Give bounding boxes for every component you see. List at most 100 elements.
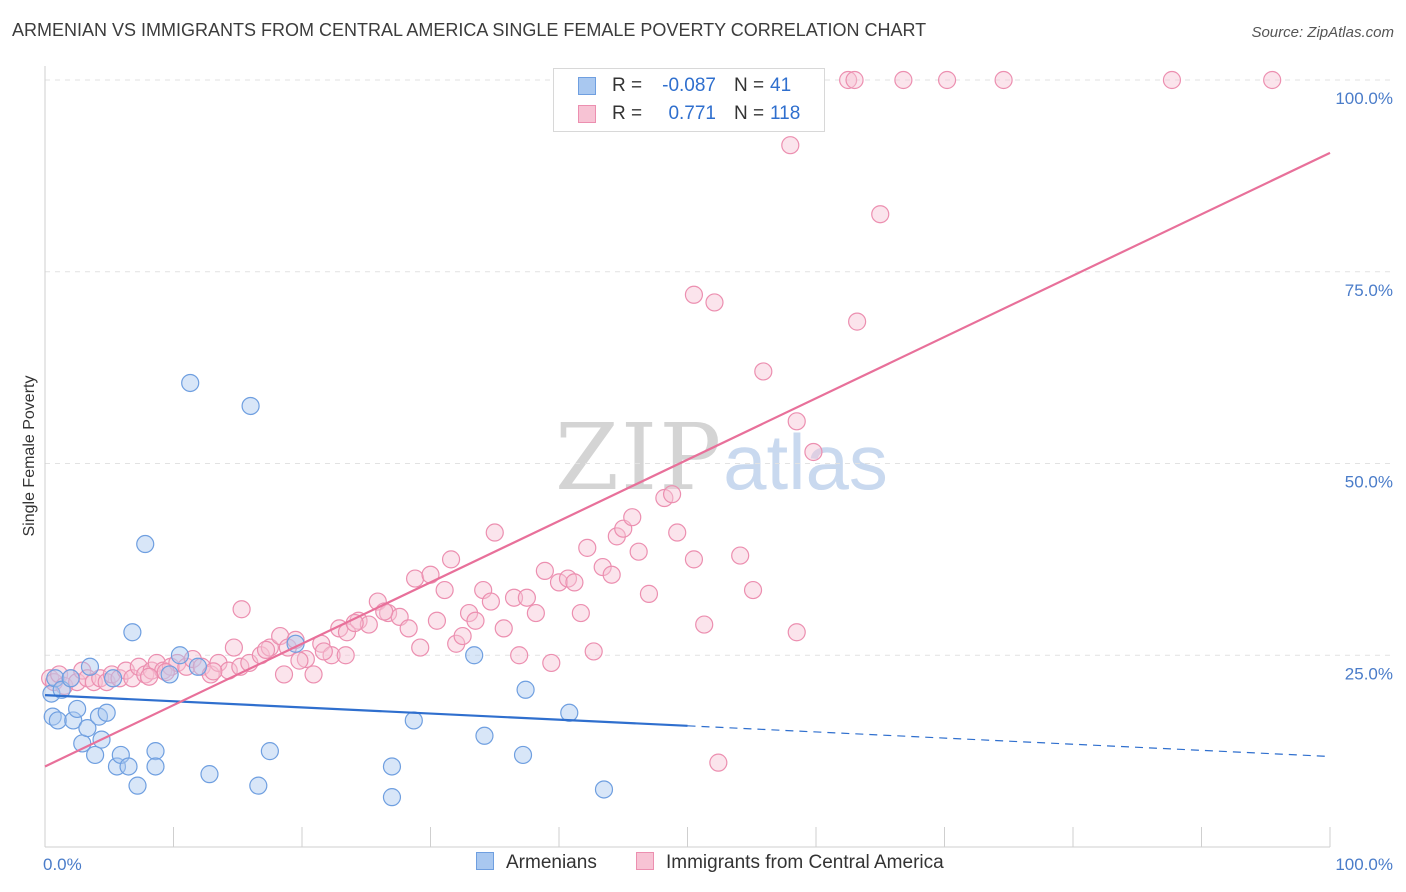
central-america-point [781, 136, 800, 155]
central-america-point [894, 70, 913, 90]
central-america-point [526, 603, 545, 623]
central-america-point [705, 293, 724, 312]
central-america-point [274, 665, 294, 684]
central-america-point [584, 642, 603, 661]
armenians-point [80, 657, 100, 676]
legend-r-value: -0.087 [662, 75, 716, 96]
central-america-point [623, 508, 642, 527]
central-america-point [345, 613, 364, 633]
central-america-point [848, 312, 867, 331]
axes: 25.0% 50.0% 75.0% 100.0% 0.0% 100.0% [43, 66, 1393, 874]
armenians-point [181, 373, 200, 393]
central-america-point [517, 588, 536, 607]
central-america-point [668, 523, 687, 542]
central-america-point [709, 753, 728, 772]
legend-n-label: N = [734, 103, 765, 124]
legend-r-value: 0.771 [668, 103, 716, 124]
central-america-point [296, 649, 315, 669]
armenians-point [146, 757, 165, 776]
legend-swatch-central-america [578, 105, 596, 123]
central-america-trend-line [44, 151, 1331, 768]
central-america-point [427, 611, 447, 630]
legend-n-value: 41 [770, 75, 792, 96]
armenians-point [560, 703, 579, 722]
central-america-point [684, 285, 704, 304]
armenians-point [128, 776, 147, 795]
y-tick-label: 25.0% [1345, 664, 1393, 683]
central-america-point [787, 412, 806, 431]
central-america-point [1162, 70, 1182, 90]
data-points [41, 70, 1282, 807]
armenians-point [260, 742, 279, 761]
central-america-point [535, 561, 554, 580]
armenians-point [170, 646, 190, 665]
armenians-trend-extension [687, 725, 1331, 758]
armenians-point [513, 745, 533, 765]
central-america-point [754, 362, 773, 381]
central-america-point [399, 619, 418, 638]
grid-lines [45, 79, 1395, 656]
armenians-point [160, 665, 179, 684]
central-america-point [662, 485, 682, 504]
central-america-point [731, 546, 750, 565]
trend-lines [44, 151, 1331, 768]
armenians-point [104, 669, 123, 688]
chart-title: ARMENIAN VS IMMIGRANTS FROM CENTRAL AMER… [12, 20, 927, 40]
series-legend: Armenians Immigrants from Central Americ… [0, 852, 1406, 878]
armenians-point [516, 680, 535, 699]
armenians-point [46, 669, 65, 688]
armenians-point [86, 745, 105, 765]
central-america-point [256, 640, 276, 659]
central-america-point [871, 205, 890, 224]
legend-swatch-armenians [476, 852, 494, 870]
legend-row-armenians: R = -0.087 N = 41 [554, 73, 824, 101]
central-america-point [510, 646, 529, 665]
armenians-point [200, 765, 219, 784]
armenians-point [188, 657, 208, 676]
armenians-point [64, 711, 83, 730]
central-america-point [485, 523, 504, 542]
central-america-point [743, 580, 763, 600]
watermark-atlas: atlas [723, 418, 888, 506]
central-america-point [435, 580, 454, 600]
armenians-point [78, 719, 97, 738]
central-america-point [578, 538, 597, 557]
armenians-point [382, 757, 402, 776]
central-america-point [571, 603, 590, 623]
legend-r-label: R = [612, 75, 643, 96]
armenians-point [42, 684, 61, 703]
legend-swatch-central-america [636, 852, 654, 870]
armenians-point [146, 742, 165, 761]
central-america-point [481, 592, 500, 611]
watermark: ZIPatlas [555, 404, 888, 511]
central-america-point [304, 665, 323, 684]
central-america-point [804, 442, 823, 462]
stats-legend: R = -0.087 N = 41 R = 0.771 N = 118 [553, 68, 825, 132]
central-america-point [787, 623, 806, 642]
source-label: Source: ZipAtlas.com [1251, 24, 1394, 41]
central-america-point [845, 70, 864, 90]
central-america-point [494, 619, 513, 638]
central-america-point [314, 642, 333, 661]
central-america-point [542, 653, 561, 673]
central-america-point [549, 573, 569, 592]
y-tick-label: 100.0% [1335, 89, 1393, 108]
central-america-point [994, 70, 1013, 90]
legend-item-armenians[interactable]: Armenians [476, 852, 597, 874]
armenians-point [61, 669, 80, 688]
legend-item-central-america[interactable]: Immigrants from Central America [636, 852, 944, 874]
armenians-point [119, 757, 138, 776]
legend-label-central-america: Immigrants from Central America [666, 852, 944, 873]
armenians-point [404, 711, 423, 730]
central-america-point [441, 550, 461, 569]
x-tick-label: 0.0% [43, 855, 82, 874]
legend-label-armenians: Armenians [506, 852, 597, 873]
armenians-point [68, 699, 87, 719]
armenians-point [136, 534, 155, 554]
armenians-point [123, 623, 142, 642]
armenians-point [241, 396, 260, 416]
central-america-point [337, 623, 357, 642]
central-america-point [1263, 70, 1282, 90]
central-america-point [204, 662, 223, 681]
central-america-point [290, 651, 309, 670]
